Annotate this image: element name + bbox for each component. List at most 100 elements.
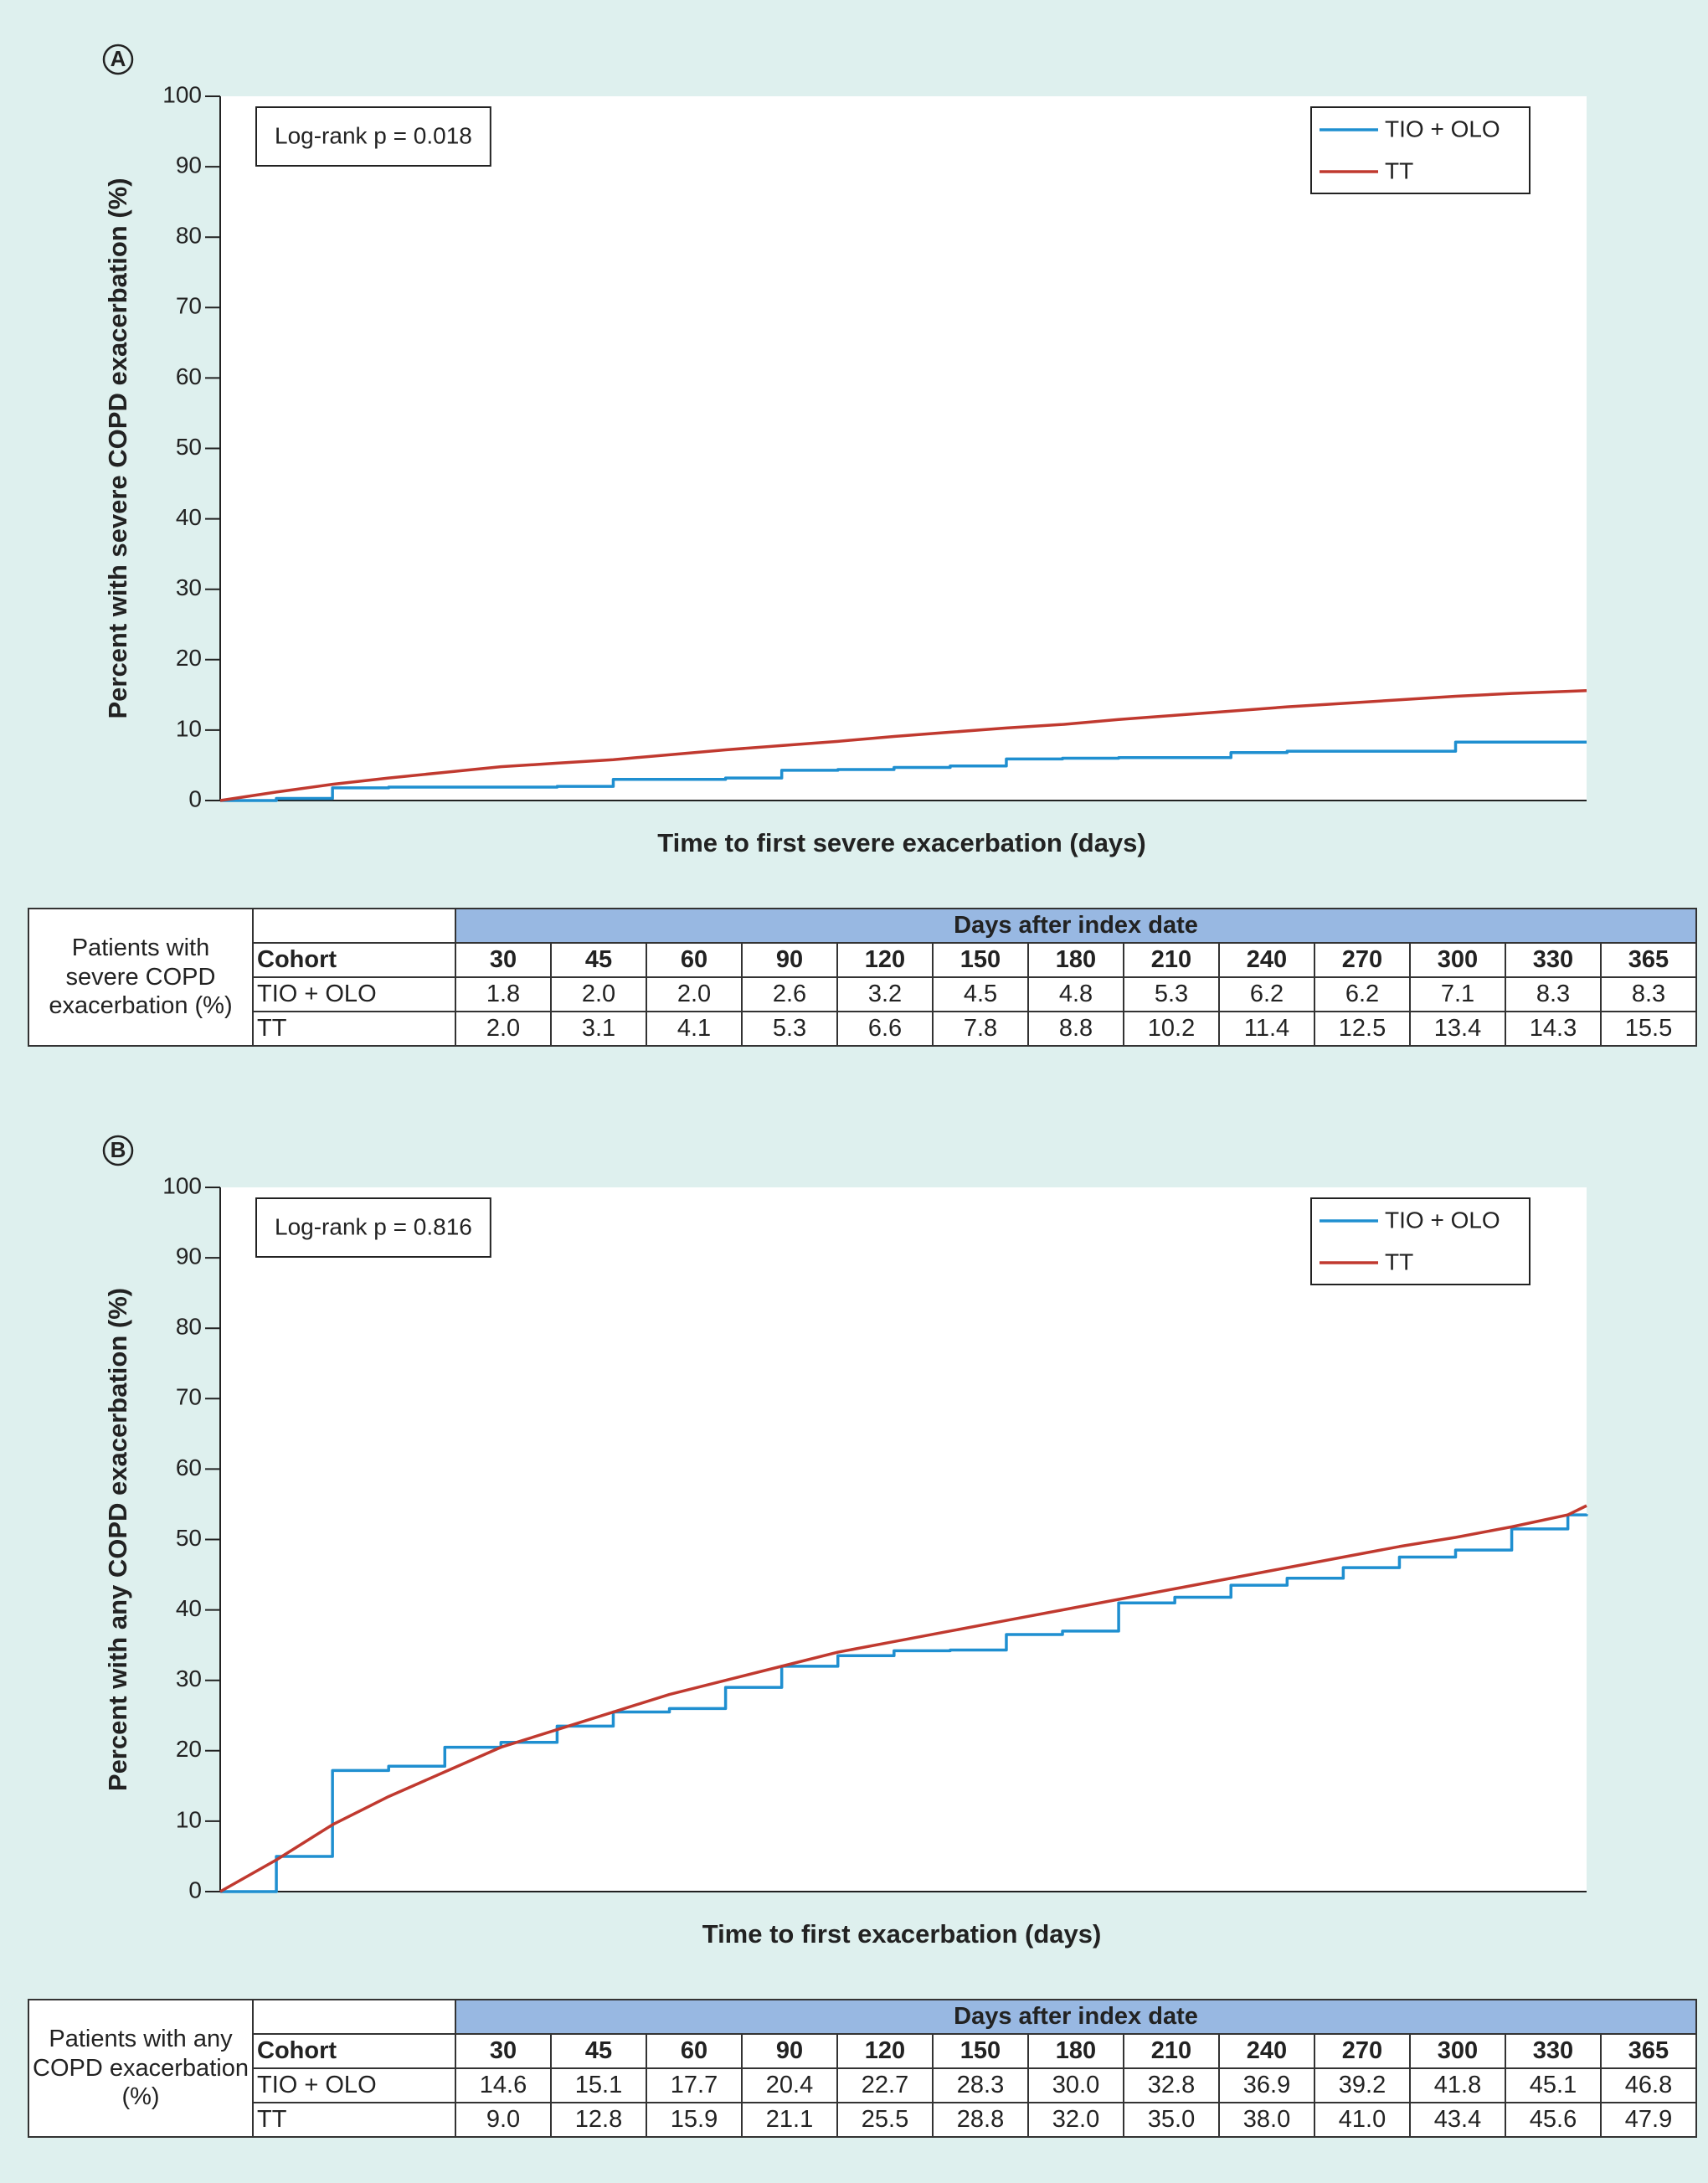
column-header: 210 [1123,942,1220,978]
y-tick-label: 30 [176,574,202,600]
chart: A 0 10 20 30 40 50 60 70 80 90 100 Percent with seve… [102,44,1587,857]
column-header: 210 [1123,2033,1220,2069]
series-line [219,1504,1587,1893]
series-line [220,1513,1588,1893]
column-header: 90 [741,2033,838,2069]
table-cell: 14.3 [1505,1011,1602,1047]
table-cell: 21.1 [741,2102,838,2138]
table-cell: 7.8 [932,1011,1029,1047]
y-axis-title: Percent with any COPD exacerbation (%) [103,1288,132,1791]
table-cell: 2.6 [741,976,838,1012]
table-cell: 22.7 [836,2067,934,2103]
blank-cell [252,1999,456,2035]
table-cell: 45.1 [1505,2067,1602,2103]
x-axis-title: Time to first exacerbation (days) [702,1919,1102,1949]
table-cell: 4.1 [646,1011,743,1047]
table-cell: TT [252,2102,456,2138]
group-header: Days after index date [455,908,1697,944]
column-header: 180 [1027,2033,1124,2069]
data-table: Patients with severe COPD exacerbation (… [28,908,1697,1047]
table-cell: 28.3 [932,2067,1029,2103]
table-cell: 8.3 [1505,976,1602,1012]
legend-label: TIO + OLO [1385,116,1500,142]
table-row: TIO + OLO 1.8 2.0 2.0 2.6 3.2 4.5 4.8 5.3 6.2 6.2 7… [28,976,1697,1012]
y-tick-label: 10 [176,1806,202,1832]
table-row: TIO + OLO 14.6 15.1 17.7 20.4 22.7 28.3 30.0 32.… [28,2067,1697,2103]
column-header: 240 [1218,942,1315,978]
y-tick-label: 70 [176,293,202,319]
table-cell: 6.6 [836,1011,934,1047]
table-row: Cohort 30 45 60 90 120 150 180 210 240 270 300 330 36… [28,942,1697,978]
table-cell: 6.2 [1314,976,1411,1012]
y-tick-label: 80 [176,223,202,249]
table-row: Patients with any COPD exacerbation (%) D… [28,1999,1697,2138]
table-cell: 38.0 [1218,2102,1315,2138]
table-cell: 10.2 [1123,1011,1220,1047]
table-cell: 43.4 [1409,2102,1506,2138]
y-tick-label: 50 [176,1525,202,1551]
column-header: 120 [836,942,934,978]
legend-label: TIO + OLO [1385,1207,1500,1233]
table-cell: 11.4 [1218,1011,1315,1047]
y-tick-label: 0 [188,1877,202,1902]
table-cell: 45.6 [1505,2102,1602,2138]
column-header: 60 [646,942,743,978]
column-header: 120 [836,2033,934,2069]
y-tick-label: 60 [176,1454,202,1480]
column-header: 90 [741,942,838,978]
legend-label: TT [1385,157,1413,183]
table-cell: 4.8 [1027,976,1124,1012]
table-cell: 8.3 [1600,976,1697,1012]
column-header: 30 [455,942,552,978]
table-cell: 15.9 [646,2102,743,2138]
table-cell: 20.4 [741,2067,838,2103]
table-row: TT 9.0 12.8 15.9 21.1 25.5 28.8 32.0 35.0 38.0 41.… [28,2102,1697,2138]
series-line [219,689,1587,802]
series-line [220,740,1587,802]
column-header: Cohort [252,2033,456,2069]
data-table: Patients with any COPD exacerbation (%) D… [28,1999,1697,2138]
panel-label: A [111,46,126,71]
table-cell: 47.9 [1600,2102,1697,2138]
table-cell: 35.0 [1123,2102,1220,2138]
table-cell: TT [252,1011,456,1047]
table-cell: 15.5 [1600,1011,1697,1047]
table-cell: TIO + OLO [252,976,456,1012]
table-row: Patients with severe COPD exacerbation (… [28,908,1697,1047]
y-tick-label: 40 [176,1595,202,1621]
column-header: 330 [1505,942,1602,978]
row-header: Patients with severe COPD exacerbation (… [28,908,254,1047]
table-row: TT 2.0 3.1 4.1 5.3 6.6 7.8 8.8 10.2 11.4 12.5 13.4 1… [28,1011,1697,1047]
column-header: 45 [550,2033,647,2069]
annotation: Log-rank p = 0.018 [275,122,472,148]
table-cell: 5.3 [1123,976,1220,1012]
legend-box [1310,106,1531,194]
table-cell: 9.0 [455,2102,552,2138]
table-cell: 30.0 [1027,2067,1124,2103]
group-header: Days after index date [455,1999,1697,2035]
column-header: 270 [1314,942,1411,978]
y-tick-label: 30 [176,1666,202,1691]
y-tick-label: 10 [176,715,202,741]
y-tick-label: 100 [162,81,202,107]
y-tick-label: 60 [176,363,202,389]
x-axis-title: Time to first severe exacerbation (days) [657,828,1146,857]
y-axis-title: Percent with severe COPD exacerbation (%… [103,178,132,718]
column-header: 365 [1600,942,1697,978]
table-cell: 2.0 [455,1011,552,1047]
column-header: 30 [455,2033,552,2069]
table-cell: 28.8 [932,2102,1029,2138]
column-header: 45 [550,942,647,978]
y-tick-label: 0 [188,785,202,811]
column-header: 150 [932,2033,1029,2069]
table-cell: 7.1 [1409,976,1506,1012]
annotation: Log-rank p = 0.816 [275,1213,472,1239]
table-cell: 5.3 [741,1011,838,1047]
table-cell: 3.1 [550,1011,647,1047]
table-cell: 13.4 [1409,1011,1506,1047]
column-header: 300 [1409,942,1506,978]
column-header: Cohort [252,942,456,978]
legend-box [1310,1197,1531,1285]
panel-badge [102,1135,134,1166]
table-cell: 2.0 [646,976,743,1012]
